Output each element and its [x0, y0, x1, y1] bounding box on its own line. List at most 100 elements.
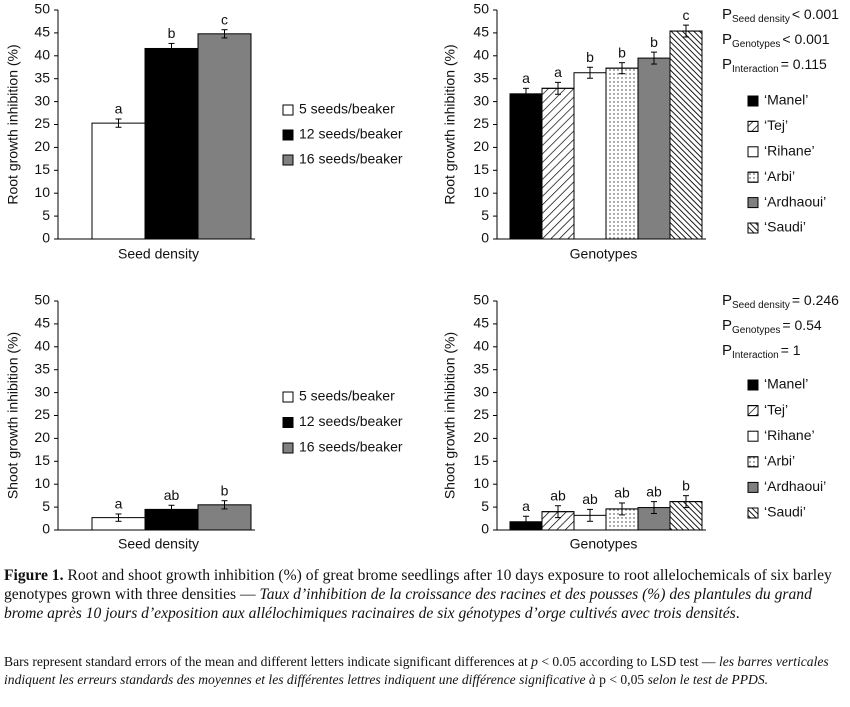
y-tick-label: 45 [473, 315, 489, 331]
y-tick-label: 40 [473, 338, 489, 354]
error-bar [221, 500, 228, 510]
annotation-symbol: P [722, 6, 732, 23]
y-tick-label: 45 [473, 24, 489, 40]
bar [197, 33, 252, 240]
error-bar [115, 118, 122, 128]
annotation-subscript: Genotypes [732, 39, 780, 50]
error-bar [651, 501, 657, 515]
y-axis-label: Root growth inhibition (%) [442, 44, 458, 204]
legend-label: ‘Rihane’ [764, 143, 815, 159]
y-tick-label: 25 [34, 406, 50, 422]
significance-letter: b [618, 44, 626, 60]
legend-swatch-pattern [747, 507, 759, 519]
legend-swatch-pattern [747, 405, 759, 417]
significance-letter: c [221, 11, 228, 27]
caption-text: Root and shoot growth inhibition (%) of … [4, 567, 832, 603]
legend-label: 16 seeds/beaker [299, 151, 403, 167]
legend-swatch [282, 442, 294, 454]
y-tick-label: 20 [473, 429, 489, 445]
legend-label: ‘Manel’ [764, 376, 808, 392]
error-bar [651, 51, 657, 65]
bar [573, 72, 607, 240]
annotation: PGenotypes < 0.001 [722, 31, 830, 50]
y-tick-label: 0 [481, 521, 489, 537]
legend-label: 5 seeds/beaker [299, 388, 395, 404]
annotation-text: = 0.246 [792, 292, 839, 308]
annotation-symbol: P [722, 56, 732, 73]
caption-label: Figure 1. [4, 567, 64, 584]
legend-swatch [282, 417, 294, 428]
y-tick-label: 0 [42, 521, 50, 537]
error-bar [619, 62, 625, 75]
legend-swatch [282, 391, 294, 403]
y-tick-label: 15 [34, 452, 50, 468]
legend-swatch [747, 430, 759, 442]
error-bar [619, 502, 625, 516]
y-tick-label: 30 [34, 92, 50, 108]
y-tick-label: 15 [473, 452, 489, 468]
significance-letter: b [221, 482, 229, 498]
significance-letter: c [683, 7, 690, 23]
y-tick-label: 5 [481, 207, 489, 223]
legend-swatch [747, 379, 759, 391]
significance-letter: b [650, 34, 658, 50]
y-tick-label: 10 [473, 184, 489, 200]
y-axis-label: Shoot growth inhibition (%) [5, 332, 21, 499]
annotation: PInteraction = 1 [722, 342, 801, 361]
legend-label: 16 seeds/beaker [299, 439, 403, 455]
note-text: selon le test de PPDS. [644, 672, 769, 687]
significance-letter: a [115, 496, 123, 512]
x-axis-label: Seed density [118, 246, 199, 262]
y-tick-label: 50 [473, 1, 489, 17]
error-bar [523, 87, 529, 100]
caption-text: . [735, 605, 740, 622]
legend-swatch [282, 154, 294, 166]
error-bar [587, 508, 593, 522]
y-axis-label: Shoot growth inhibition (%) [442, 332, 458, 499]
y-tick-label: 5 [42, 207, 50, 223]
legend-label: 5 seeds/beaker [299, 101, 395, 117]
y-tick-label: 35 [34, 69, 50, 85]
caption-text: Taux d’inhibition de la croissance des r… [4, 586, 812, 622]
legend-swatch [747, 146, 759, 158]
significance-letter: a [522, 498, 530, 514]
note-text: Bars represent standard errors of the me… [4, 654, 532, 669]
annotation-symbol: P [722, 31, 732, 48]
note-text: p < 0,05 [599, 672, 645, 687]
error-bar [115, 513, 122, 522]
annotation-symbol: P [722, 317, 732, 334]
bar [637, 57, 671, 240]
bar-pattern [605, 67, 639, 240]
legend-label: ‘Saudi’ [764, 504, 806, 520]
annotation-subscript: Genotypes [732, 325, 780, 336]
legend-label: 12 seeds/beaker [299, 413, 403, 429]
y-tick-label: 35 [34, 360, 50, 376]
annotation-text: < 0.001 [792, 6, 839, 22]
legend-label: ‘Ardhaoui’ [764, 193, 826, 209]
significance-letter: a [115, 101, 123, 117]
significance-letter: ab [646, 483, 662, 499]
annotation-subscript: Interaction [732, 350, 779, 361]
y-tick-label: 15 [34, 161, 50, 177]
note-text: < 0.05 according to LSD test — [537, 654, 719, 669]
legend-label: ‘Tej’ [764, 117, 788, 133]
annotation: PSeed density < 0.001 [722, 6, 839, 25]
significance-letter: b [586, 49, 594, 65]
annotation: PSeed density = 0.246 [722, 292, 839, 311]
annotation-subscript: Seed density [732, 300, 790, 311]
annotation-symbol: P [722, 342, 732, 359]
y-axis-label: Root growth inhibition (%) [5, 44, 21, 204]
legend-label: ‘Ardhaoui’ [764, 478, 826, 494]
y-tick-label: 30 [34, 383, 50, 399]
significance-letter: ab [550, 487, 566, 503]
bar [509, 93, 543, 240]
legend-label: ‘Rihane’ [764, 427, 815, 443]
y-tick-label: 45 [34, 315, 50, 331]
legend-label: ‘Saudi’ [764, 219, 806, 235]
error-bar [221, 29, 228, 39]
note-text: les barres verticales indiquent les erre… [4, 654, 829, 687]
y-tick-label: 45 [34, 24, 50, 40]
significance-letter: b [168, 25, 176, 41]
error-bar [168, 42, 175, 55]
